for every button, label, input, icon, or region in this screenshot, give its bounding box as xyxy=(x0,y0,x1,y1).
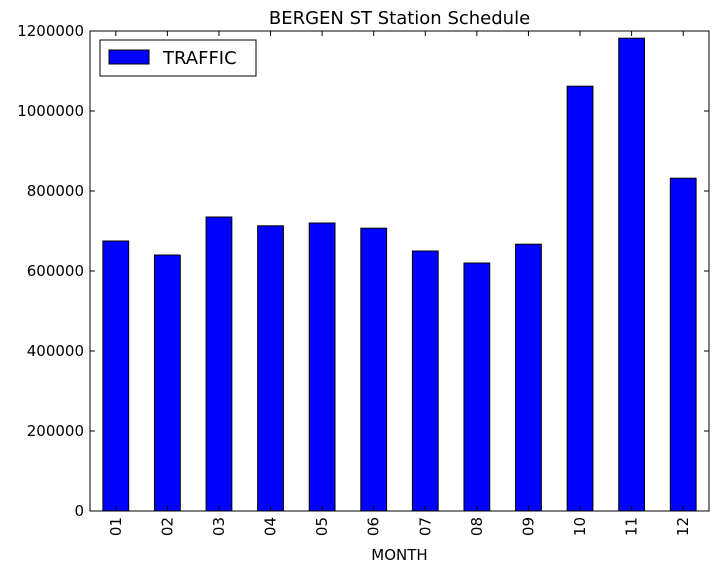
legend-swatch xyxy=(108,49,150,65)
x-tick-label: 08 xyxy=(468,517,486,536)
x-axis-label: MONTH xyxy=(371,546,427,564)
bar-10 xyxy=(566,85,594,512)
plot-frame xyxy=(89,30,710,512)
x-tick-label: 04 xyxy=(262,517,280,536)
bar-03 xyxy=(205,216,233,512)
x-tick-label: 01 xyxy=(107,517,125,536)
x-tick-label: 09 xyxy=(519,517,537,536)
x-tick-label: 12 xyxy=(674,517,692,536)
x-axis-ticks: 01 02 03 04 05 06 07 08 09 10 11 12 xyxy=(107,31,692,536)
x-tick-label: 10 xyxy=(571,517,589,536)
bar-06 xyxy=(360,227,388,512)
bar-11 xyxy=(618,37,646,512)
x-tick-label: 03 xyxy=(210,517,228,536)
bar-04 xyxy=(257,225,284,512)
x-tick-label: 11 xyxy=(623,517,641,536)
x-tick-label: 02 xyxy=(158,517,176,536)
x-tick-label: 05 xyxy=(313,517,331,536)
bar-12 xyxy=(669,177,697,512)
bar-08 xyxy=(463,262,491,512)
y-tick-label: 1200000 xyxy=(17,22,84,40)
bars-group xyxy=(102,37,697,512)
x-tick-label: 06 xyxy=(365,517,383,536)
y-tick-label: 600000 xyxy=(27,262,84,280)
y-axis-ticks: 0 200000 400000 600000 800000 1000000 1200000 xyxy=(17,22,709,520)
bar-09 xyxy=(515,243,542,512)
bar-07 xyxy=(411,250,439,512)
chart-title: BERGEN ST Station Schedule xyxy=(269,8,530,29)
legend: TRAFFIC xyxy=(99,39,257,77)
y-tick-label: 800000 xyxy=(27,182,84,200)
y-tick-label: 0 xyxy=(74,502,84,520)
bar-05 xyxy=(308,222,336,512)
legend-label: TRAFFIC xyxy=(162,48,237,69)
y-tick-label: 400000 xyxy=(27,342,84,360)
bar-01 xyxy=(102,240,130,512)
y-tick-label: 200000 xyxy=(27,422,84,440)
x-tick-label: 07 xyxy=(416,517,434,536)
bar-02 xyxy=(153,254,181,512)
y-tick-label: 1000000 xyxy=(17,102,84,120)
